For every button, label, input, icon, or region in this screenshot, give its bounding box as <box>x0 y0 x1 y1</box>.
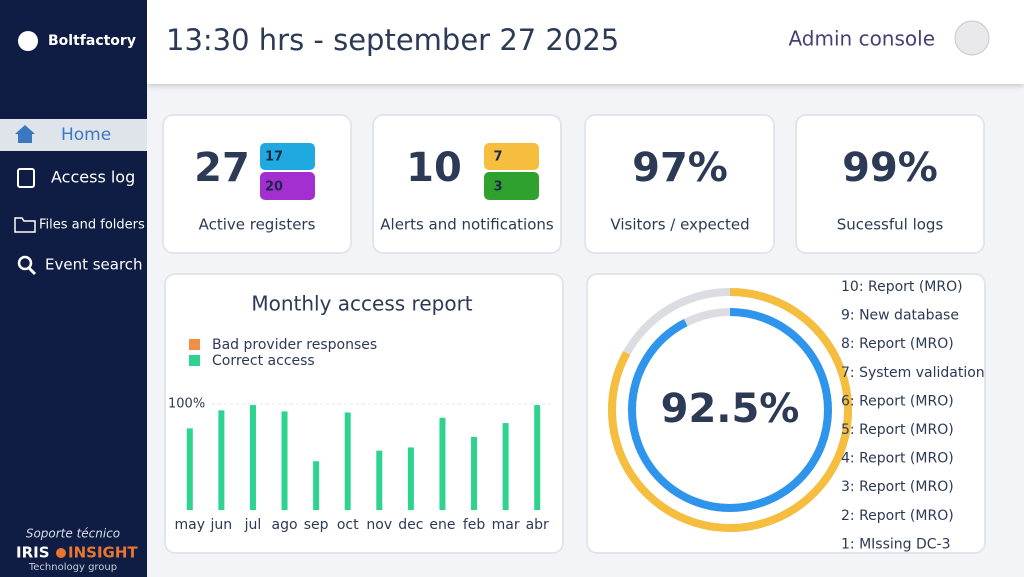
x-tick-label: jul <box>244 517 262 533</box>
chart-title: Monthly access report <box>251 292 472 316</box>
gauge-arc <box>628 308 832 512</box>
search-icon <box>17 255 33 271</box>
header <box>147 0 1024 84</box>
gauge-arc <box>608 288 852 532</box>
log-icon <box>17 168 35 188</box>
event-item: 5: Report (MRO) <box>841 422 954 438</box>
bar <box>281 411 288 510</box>
event-item: 8: Report (MRO) <box>841 336 954 352</box>
card-label: Visitors / expected <box>610 216 749 234</box>
chart-card <box>164 273 564 554</box>
partner-dot <box>56 548 66 558</box>
x-tick-label: dec <box>398 517 423 533</box>
avatar[interactable] <box>954 20 990 56</box>
event-item: 3: Report (MRO) <box>841 479 954 495</box>
x-tick-label: feb <box>463 517 486 533</box>
gauge-label: 92.5% <box>661 386 800 432</box>
badge-value: 20 <box>265 180 283 195</box>
event-item: 10: Report (MRO) <box>841 279 963 295</box>
menu-item[interactable]: Files and folders <box>39 218 145 233</box>
bar <box>439 417 446 510</box>
card-label: Sucessful logs <box>837 216 944 234</box>
bar <box>407 447 414 510</box>
card <box>795 114 985 254</box>
menu-item[interactable]: Access log <box>51 168 135 187</box>
x-tick-label: oct <box>337 517 359 533</box>
event-item: 1: MIssing DC-3 <box>841 536 950 552</box>
folder-icon <box>14 217 36 233</box>
bar <box>502 423 509 510</box>
partner-tagline: Technology group <box>28 562 117 573</box>
gauge-card <box>586 273 986 554</box>
menu-item[interactable]: Home <box>61 125 111 145</box>
badge <box>260 143 315 170</box>
card-value: 27 <box>194 145 250 191</box>
x-tick-label: ago <box>272 517 298 533</box>
legend-label: Bad provider responses <box>212 337 377 353</box>
legend-swatch <box>189 339 200 350</box>
badge-value: 17 <box>265 150 283 165</box>
badge <box>260 172 315 200</box>
partner-name: IRIS <box>16 544 50 562</box>
brand: Boltfactory <box>48 33 136 49</box>
legend-label: Correct access <box>212 353 315 369</box>
bar <box>218 410 225 510</box>
bar <box>313 461 320 510</box>
card-value: 97% <box>632 145 728 191</box>
event-item: 9: New database <box>841 308 959 324</box>
menu-item[interactable]: Event search <box>45 256 143 274</box>
legend-swatch <box>189 355 200 366</box>
x-tick-label: sep <box>304 517 329 533</box>
event-item: 7: System validation <box>841 365 985 381</box>
badge-value: 3 <box>493 180 502 195</box>
support: Soporte técnico <box>26 527 120 541</box>
badge <box>484 172 539 200</box>
x-tick-label: ene <box>429 517 455 533</box>
x-tick-label: mar <box>492 517 520 533</box>
header-role: Admin console <box>788 27 935 51</box>
card-label: Active registers <box>199 216 316 234</box>
bar <box>471 436 478 510</box>
event-item: 4: Report (MRO) <box>841 451 954 467</box>
x-tick-label: abr <box>526 517 549 533</box>
logo-icon <box>18 31 38 51</box>
event-item: 2: Report (MRO) <box>841 508 954 524</box>
x-tick-label: jun <box>210 517 233 533</box>
x-tick-label: may <box>175 517 206 533</box>
bar <box>344 412 351 510</box>
search-icon <box>27 266 37 276</box>
card-value: 10 <box>406 145 462 191</box>
bar <box>376 450 383 510</box>
y-tick-label: 100% <box>168 397 205 412</box>
partner-name: INSIGHT <box>68 544 138 562</box>
card-label: Alerts and notifications <box>380 216 554 234</box>
badge-value: 7 <box>493 150 502 165</box>
header-title: 13:30 hrs - september 27 2025 <box>166 23 619 57</box>
card <box>584 114 775 254</box>
event-item: 6: Report (MRO) <box>841 393 954 409</box>
bar <box>534 405 541 510</box>
home-icon <box>15 125 35 143</box>
card-value: 99% <box>842 145 938 191</box>
sidebar <box>0 0 147 577</box>
x-tick-label: nov <box>366 517 392 533</box>
bar <box>249 405 256 510</box>
bar <box>186 428 193 510</box>
badge <box>484 143 539 170</box>
